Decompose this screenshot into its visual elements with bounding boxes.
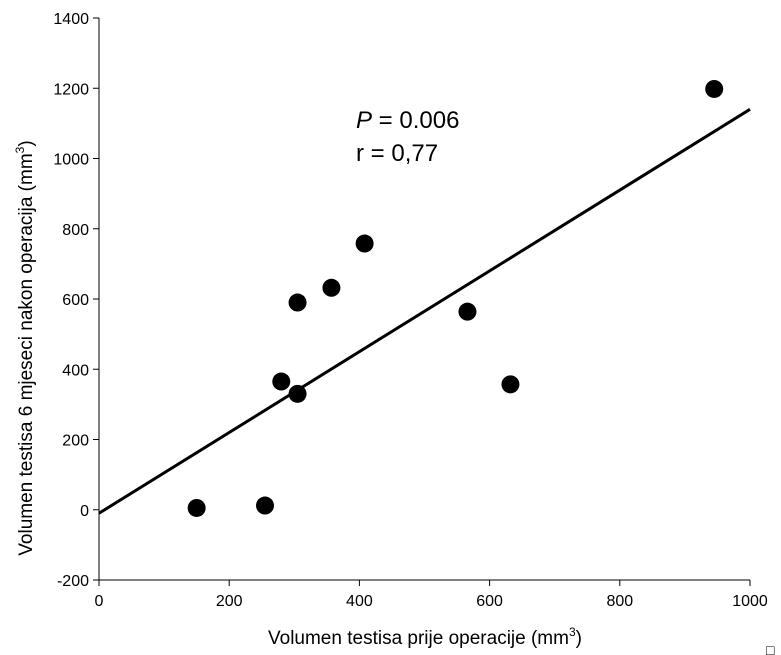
corner-glyph: □ [766, 642, 775, 655]
data-point [256, 496, 275, 515]
y-axis-ticks: -200 0 200 400 600 800 1000 1200 1400 [53, 11, 99, 590]
y-tick-label: 600 [62, 292, 89, 309]
data-point [187, 498, 206, 517]
x-tick-label: 600 [476, 593, 503, 610]
y-axis-label-sup: 3 [13, 146, 27, 153]
data-point [705, 79, 724, 98]
y-axis-label: Volumen testisa 6 mjeseci nakon operacij… [13, 140, 37, 555]
data-point [288, 384, 307, 403]
x-axis-label: Volumen testisa prije operacije (mm3) [268, 625, 582, 649]
data-points [187, 79, 724, 517]
regression-line [98, 108, 751, 515]
p-symbol: P [356, 107, 372, 134]
y-tick-label: 0 [80, 503, 89, 520]
p-value-text: = 0.006 [372, 107, 459, 134]
x-tick-label: 400 [346, 593, 373, 610]
y-tick-label: 800 [62, 222, 89, 239]
x-axis-label-sup: 3 [569, 625, 576, 639]
data-point [288, 293, 307, 312]
x-axis-label-text: Volumen testisa prije operacije (mm [268, 628, 569, 649]
x-axis-ticks: 0 200 400 600 800 1000 [95, 580, 768, 610]
data-point [458, 302, 477, 321]
data-point [322, 278, 341, 297]
x-tick-label: 1000 [732, 593, 768, 610]
r-value-annotation: r = 0,77 [356, 140, 438, 167]
data-point [355, 234, 374, 253]
x-tick-label: 800 [606, 593, 633, 610]
y-axis-label-text: Volumen testisa 6 mjeseci nakon operacij… [16, 153, 37, 555]
data-point [501, 375, 520, 394]
axes [98, 18, 750, 581]
y-tick-label: -200 [57, 573, 89, 590]
y-tick-label: 1200 [53, 81, 89, 98]
p-value-annotation: P = 0.006 [356, 107, 459, 134]
y-axis-label-close: ) [16, 140, 37, 146]
y-tick-label: 1000 [53, 152, 89, 169]
data-point [272, 372, 291, 391]
y-tick-label: 400 [62, 362, 89, 379]
x-tick-label: 200 [216, 593, 243, 610]
x-axis-label-close: ) [576, 628, 582, 649]
x-tick-label: 0 [95, 593, 104, 610]
y-tick-label: 200 [62, 433, 89, 450]
y-tick-label: 1400 [53, 11, 89, 28]
